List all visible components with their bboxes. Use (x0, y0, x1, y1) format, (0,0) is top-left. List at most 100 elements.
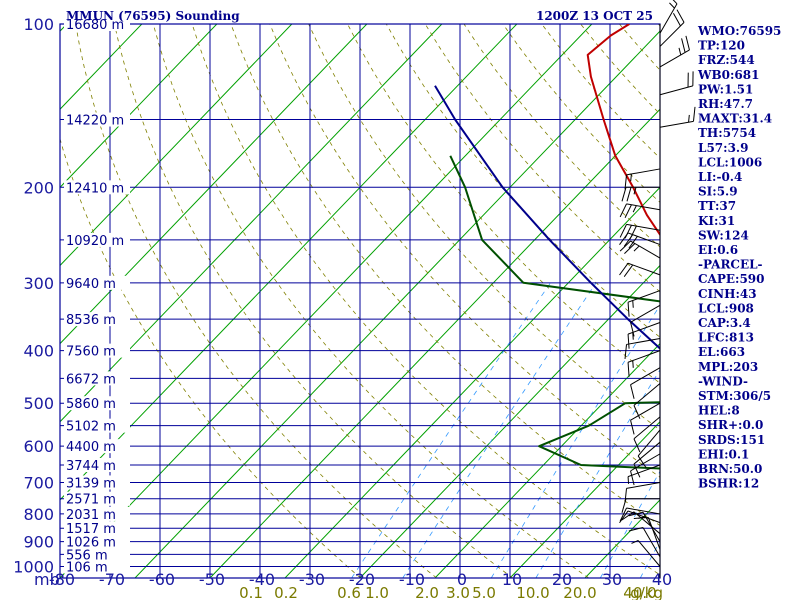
height-label-bg (64, 506, 130, 521)
index-item: KI:31 (698, 214, 735, 228)
index-item: EL:663 (698, 345, 745, 359)
height-label-bg (64, 534, 130, 549)
wind-barb (630, 304, 661, 337)
pressure-tick-label: 100 (23, 15, 54, 34)
pressure-tick-label: 800 (23, 505, 54, 524)
height-label-bg (64, 232, 130, 247)
height-label-bg (64, 343, 130, 358)
wind-barb (624, 338, 661, 359)
index-item: MAXT:31.4 (698, 112, 772, 126)
height-label: 9640 m (66, 277, 116, 292)
height-label-bg (64, 547, 130, 562)
wind-barb (633, 516, 661, 550)
pressure-unit-label: mb (34, 570, 60, 589)
wind-barb (630, 453, 661, 486)
chart-time: 1200Z 13 OCT 25 (536, 9, 653, 23)
mixing-ratio-label: 10.0 (516, 584, 549, 600)
height-label-bg (64, 275, 130, 290)
height-label-bg (64, 458, 130, 473)
mixing-ratio-line (639, 540, 660, 578)
isotherm-line (284, 186, 660, 578)
mixing-ratio-label: 0.2 (274, 584, 298, 600)
height-label: 5102 m (66, 420, 116, 435)
height-label-bg (64, 559, 130, 574)
temperature-tick-label: -80 (49, 570, 75, 589)
wind-barb (633, 416, 661, 453)
index-item: SW:124 (698, 228, 749, 242)
height-label: 1517 m (66, 522, 116, 537)
temperature-tick-label: 10 (502, 570, 522, 589)
index-item: WMO:76595 (697, 24, 781, 38)
temperature-tick-label: -30 (299, 570, 325, 589)
height-label-bg (64, 491, 130, 506)
mixing-ratio-label: 0.1 (239, 584, 263, 600)
chart-title: MMUN (76595) Sounding (66, 9, 240, 23)
index-item: LCL:908 (698, 301, 754, 315)
mixing-ratio-label: 20.0 (563, 584, 596, 600)
height-label: 12410 m (66, 181, 124, 196)
mixing-ratio-label: 3.0 (446, 584, 470, 600)
mixing-ratio-line (535, 369, 660, 578)
isotherm-line (359, 264, 660, 578)
pressure-tick-label: 500 (23, 394, 54, 413)
index-item: BSHR:12 (698, 477, 759, 491)
height-label-bg (64, 371, 130, 386)
index-item: STM:306/5 (698, 389, 771, 403)
index-item: TT:37 (698, 199, 736, 213)
wind-barb (619, 240, 661, 259)
index-item: SHR+:0.0 (698, 418, 763, 432)
mixing-ratio-label: 2.0 (415, 584, 439, 600)
mixing-ratio-line (402, 282, 597, 578)
temperature-profile-line (586, 24, 660, 237)
height-label: 5860 m (66, 397, 116, 412)
index-item: SRDS:151 (698, 433, 765, 447)
height-label-bg (64, 418, 130, 433)
index-item: TH:5754 (698, 126, 756, 140)
wind-barb (631, 540, 661, 567)
mixing-ratio-label: 0.6 (337, 584, 361, 600)
height-label: 10920 m (66, 234, 124, 249)
height-label-bg (64, 112, 130, 127)
wind-barb (624, 168, 661, 190)
wind-barb (633, 441, 661, 478)
wind-barb (621, 498, 660, 513)
isotherm-line (509, 421, 660, 578)
pressure-tick-label: 600 (23, 437, 54, 456)
dry-adiabat (114, 24, 513, 578)
height-label-bg (64, 396, 130, 411)
index-item: PW:1.51 (698, 82, 753, 96)
wind-barb (659, 0, 678, 34)
index-item: -PARCEL- (698, 258, 763, 272)
mixing-ratio-unit: g/kg (630, 584, 663, 600)
wind-barb (627, 322, 661, 349)
temperature-tick-label: -10 (399, 570, 425, 589)
dry-adiabat (60, 137, 361, 578)
index-item: HEL:8 (698, 404, 740, 418)
temperature-tick-label: 20 (552, 570, 572, 589)
pressure-tick-label: 700 (23, 473, 54, 492)
pressure-tick-label: 200 (23, 178, 54, 197)
index-item: LCL:1006 (698, 155, 762, 169)
height-label: 2031 m (66, 508, 116, 523)
isotherm-line (134, 30, 660, 578)
wind-barb (633, 383, 661, 419)
dry-adiabat (191, 24, 660, 576)
wind-barb (659, 106, 696, 128)
indices-list: WMO:76595TP:120FRZ:544WB0:681PW:1.51RH:4… (697, 24, 781, 491)
wind-barb (627, 464, 661, 484)
index-item: -WIND- (698, 374, 748, 388)
height-label-bg (64, 475, 130, 490)
isotherm-line (60, 24, 443, 423)
height-label: 16680 m (66, 18, 124, 33)
wind-barb (621, 511, 661, 535)
index-item: LFC:813 (698, 331, 754, 345)
height-label-bg (64, 312, 130, 327)
mixing-ratio-line (599, 470, 660, 578)
pressure-tick-label: 1000 (13, 558, 54, 577)
wind-barb (637, 429, 661, 469)
isotherm-line (60, 24, 368, 345)
height-label: 4400 m (66, 440, 116, 455)
pressure-tick-label: 300 (23, 274, 54, 293)
height-label: 2571 m (66, 493, 116, 508)
